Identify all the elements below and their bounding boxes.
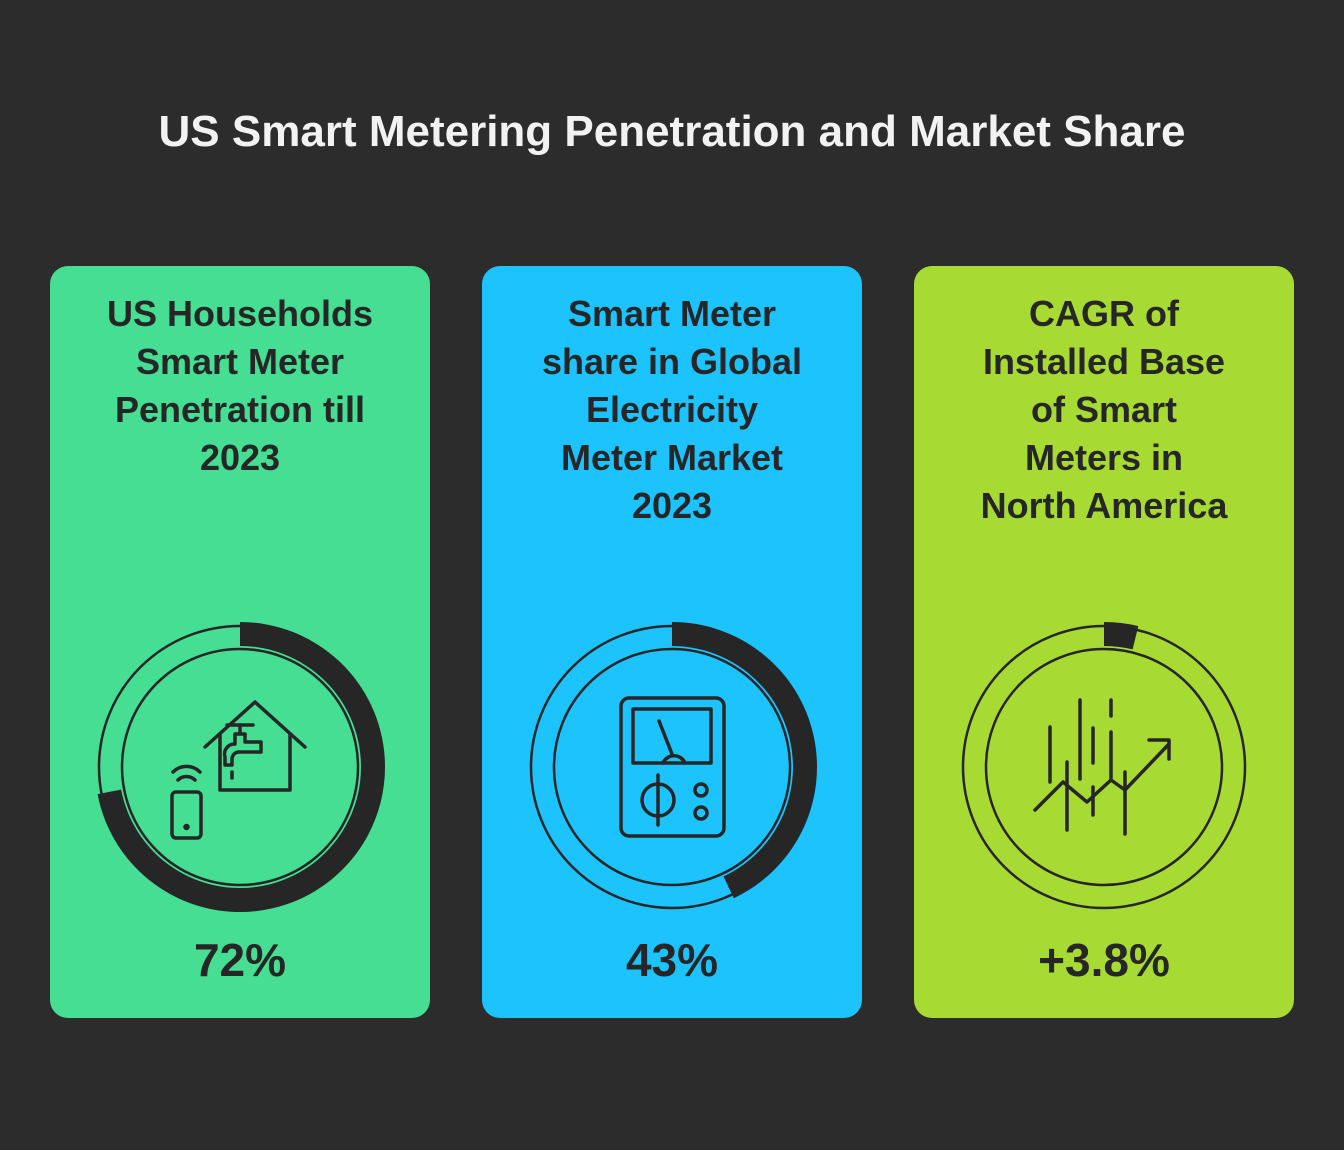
- card-label-line: Smart Meter: [135, 341, 345, 382]
- card-label-line: Meter Market: [560, 437, 784, 478]
- smart-home-icon: [170, 700, 307, 840]
- card-label-line: of Smart: [1030, 389, 1178, 430]
- donut-ring: [961, 622, 1247, 910]
- card-label-line: Meters in: [1024, 437, 1184, 478]
- donut-ring: [97, 622, 385, 912]
- card-label-line: North America: [980, 485, 1228, 526]
- card-label-line: Smart Meter: [567, 293, 777, 334]
- card-value: +3.8%: [1038, 934, 1170, 986]
- card-label-line: 2023: [631, 485, 713, 526]
- card-label-line: 2023: [199, 437, 281, 478]
- card-label-line: CAGR of: [1029, 293, 1179, 334]
- card-cagr-north-america: CAGR of Installed Base of Smart Meters i…: [914, 266, 1294, 1018]
- card-label-line: Electricity: [585, 389, 759, 430]
- card-value: 72%: [193, 934, 287, 986]
- card-value: 43%: [625, 934, 719, 986]
- card-label: CAGR of Installed Base of Smart Meters i…: [914, 290, 1294, 530]
- card-label: Smart Meter share in Global Electricity …: [482, 290, 862, 530]
- electricity-meter-icon: [619, 696, 726, 838]
- growth-chart-icon: [1033, 698, 1171, 836]
- card-label-line: share in Global: [541, 341, 803, 382]
- card-households-penetration: US Households Smart Meter Penetration ti…: [50, 266, 430, 1018]
- card-global-market-share: Smart Meter share in Global Electricity …: [482, 266, 862, 1018]
- card-label-line: Installed Base: [982, 341, 1226, 382]
- donut-track-inner: [120, 647, 360, 887]
- donut-track-inner: [552, 647, 792, 887]
- donut-track-inner: [984, 647, 1224, 887]
- card-label-line: Penetration till: [114, 389, 366, 430]
- donut-value-arc: [672, 622, 817, 899]
- donut-value-arc: [1104, 622, 1139, 650]
- donut-track-outer: [961, 624, 1247, 910]
- card-label-line: US Households: [106, 293, 374, 334]
- page-title: US Smart Metering Penetration and Market…: [158, 107, 1186, 156]
- card-label: US Households Smart Meter Penetration ti…: [50, 290, 430, 482]
- donut-ring: [529, 622, 817, 910]
